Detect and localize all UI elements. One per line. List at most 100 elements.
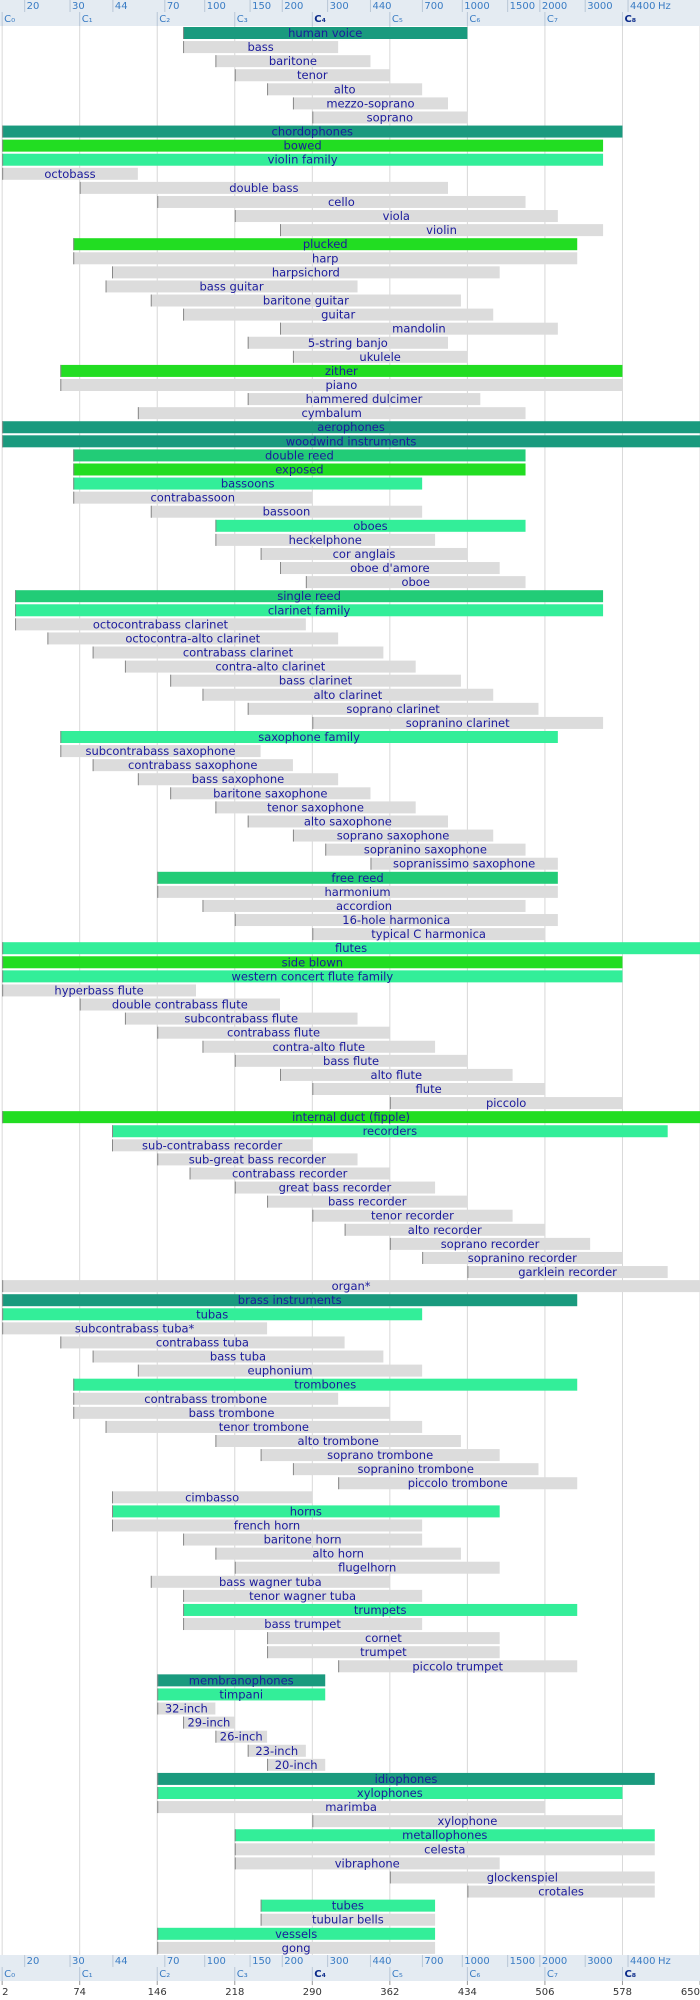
range-bar: [157, 195, 526, 208]
note-tick-label: C₀: [4, 14, 15, 25]
hz-tick-label: 200: [284, 1, 303, 12]
range-bar: [338, 1477, 578, 1490]
bar-label: crotales: [538, 1885, 584, 1899]
bar-label: contrabassoon: [150, 491, 235, 505]
range-bar: [92, 1350, 384, 1363]
range-bar: [73, 1406, 390, 1419]
bar-label: sub-great bass recorder: [189, 1152, 327, 1166]
range-bar: [234, 1829, 655, 1842]
range-bar: [292, 350, 468, 363]
range-bar: [280, 1068, 513, 1081]
hz-tick-label: 4400: [630, 1956, 655, 1967]
note-tick-label: C₄: [314, 1969, 326, 1980]
bar-label: contrabass flute: [227, 1026, 320, 1040]
bar-label: celesta: [424, 1842, 465, 1856]
bar-label: baritone saxophone: [213, 786, 327, 800]
range-bar: [312, 928, 545, 941]
range-bar: [157, 1702, 216, 1715]
range-bar: [2, 421, 700, 434]
bar-label: organ*: [332, 1279, 371, 1293]
bar-label: 5-string banjo: [308, 336, 388, 350]
bar-label: baritone guitar: [263, 294, 349, 308]
note-tick-label: C₆: [469, 14, 480, 25]
bar-label: membranophones: [189, 1673, 294, 1687]
range-bar: [312, 1815, 623, 1828]
range-bar: [60, 379, 623, 391]
bar-label: soprano trombone: [327, 1448, 433, 1462]
bar-label: subcontrabass flute: [184, 1012, 298, 1026]
range-bar: [247, 393, 481, 406]
x-tick-label: 146: [148, 1987, 167, 1998]
bar-label: xylophone: [437, 1814, 497, 1828]
range-bar: [112, 266, 500, 279]
range-bar: [247, 815, 448, 828]
range-bar: [467, 1266, 668, 1279]
range-bar: [305, 576, 526, 589]
bar-label: hyperbass flute: [54, 983, 143, 997]
bar-label: free reed: [331, 871, 383, 885]
range-bar: [234, 1857, 500, 1870]
range-bar: [47, 632, 339, 645]
range-bar: [183, 1603, 578, 1616]
bar-label: trumpet: [360, 1645, 407, 1659]
range-bar: [15, 618, 306, 631]
range-bar: [2, 956, 623, 969]
bar-label: tubas: [196, 1307, 228, 1321]
bar-label: contra-alto flute: [272, 1040, 365, 1054]
bar-label: 29-inch: [187, 1716, 230, 1730]
x-tick-label: 650: [681, 1987, 700, 1998]
bar-label: piccolo trumpet: [412, 1659, 503, 1673]
bar-label: brass instruments: [238, 1293, 342, 1307]
note-tick-label: C₈: [624, 14, 636, 25]
bar-label: cello: [328, 195, 355, 209]
bar-label: ukulele: [359, 350, 400, 364]
bar-label: great bass recorder: [279, 1181, 392, 1195]
range-bar: [2, 1322, 268, 1335]
range-bar: [137, 773, 339, 786]
range-bar: [247, 1744, 306, 1757]
bar-label: western concert flute family: [231, 969, 393, 983]
range-bar: [73, 463, 526, 476]
bar-label: oboe: [401, 575, 429, 589]
range-bar: [267, 1195, 468, 1208]
bar-label: oboe d'amore: [350, 561, 429, 575]
range-bar: [157, 1772, 655, 1785]
bar-label: tenor trombone: [219, 1420, 309, 1434]
range-bar: [2, 139, 604, 152]
range-bar: [389, 1871, 655, 1884]
bar-label: tenor wagner tuba: [249, 1589, 356, 1603]
range-bar: [157, 1688, 326, 1701]
range-bar: [260, 1449, 500, 1462]
hz-tick-label: 3000: [587, 1, 612, 12]
range-bar: [150, 1575, 390, 1588]
range-bar: [260, 1913, 436, 1926]
bar-label: harpsichord: [272, 265, 340, 279]
bar-label: sopranino saxophone: [364, 843, 487, 857]
range-bar: [2, 1111, 700, 1124]
range-bar: [137, 407, 526, 420]
hz-tick-label: 200: [284, 1956, 303, 1967]
bar-label: french horn: [234, 1518, 300, 1532]
range-bar: [112, 1519, 423, 1532]
bar-label: sopranino trombone: [357, 1462, 474, 1476]
range-bar: [422, 1251, 623, 1264]
hz-tick-label: 1000: [464, 1956, 489, 1967]
range-bar: [2, 435, 700, 448]
bar-label: clarinet family: [268, 603, 351, 617]
bar-label: cornet: [365, 1631, 402, 1645]
bar-label: bass trombone: [189, 1406, 275, 1420]
bar-label: violin: [426, 223, 457, 237]
bar-label: soprano saxophone: [337, 829, 450, 843]
range-bar: [124, 660, 416, 673]
range-bar: [215, 801, 416, 814]
hz-tick-label: 1500: [510, 1, 535, 12]
bar-label: single reed: [277, 589, 341, 603]
hz-tick-label: 70: [167, 1956, 180, 1967]
range-bar: [234, 69, 390, 82]
hz-tick-label: 2000: [542, 1956, 567, 1967]
range-bar: [312, 1083, 545, 1095]
note-tick-label: C₅: [392, 1969, 403, 1980]
range-bar: [292, 97, 448, 110]
